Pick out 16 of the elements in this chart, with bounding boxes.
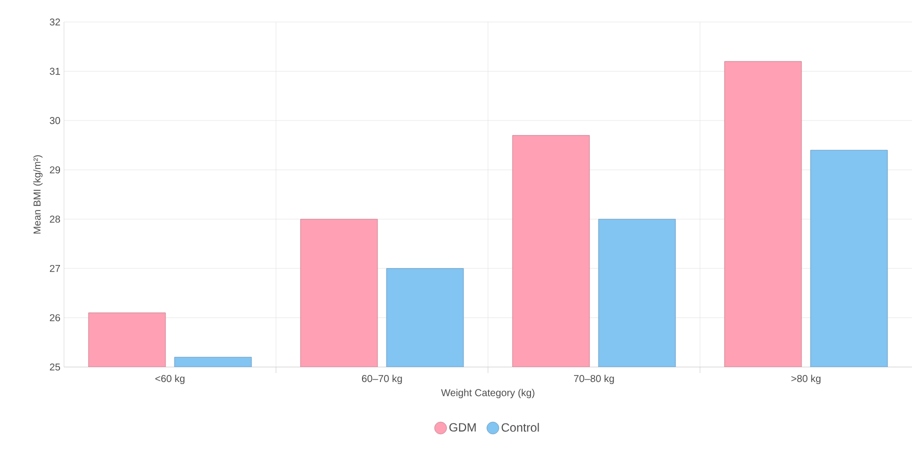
y-tick-label: 28	[50, 216, 60, 223]
y-tick-label: 32	[50, 18, 60, 26]
y-tick-label: 30	[50, 117, 60, 124]
x-tick-label: 70–80 kg	[574, 374, 614, 384]
y-tick-label: 29	[50, 166, 60, 174]
y-tick-label: 31	[50, 68, 60, 75]
legend-label: GDM	[449, 423, 476, 432]
x-tick-label: <60 kg	[155, 374, 184, 384]
y-tick-label: 25	[50, 363, 60, 371]
x-tick-label: >80 kg	[791, 374, 820, 384]
x-tick-label: 60–70 kg	[362, 374, 402, 384]
y-tick-label: 27	[50, 264, 60, 272]
x-axis-title: Weight Category (kg)	[441, 388, 534, 398]
legend-label: Control	[502, 422, 539, 432]
y-axis-title: Mean BMI (kg/m²)	[33, 155, 43, 234]
y-tick-label: 26	[50, 314, 60, 322]
